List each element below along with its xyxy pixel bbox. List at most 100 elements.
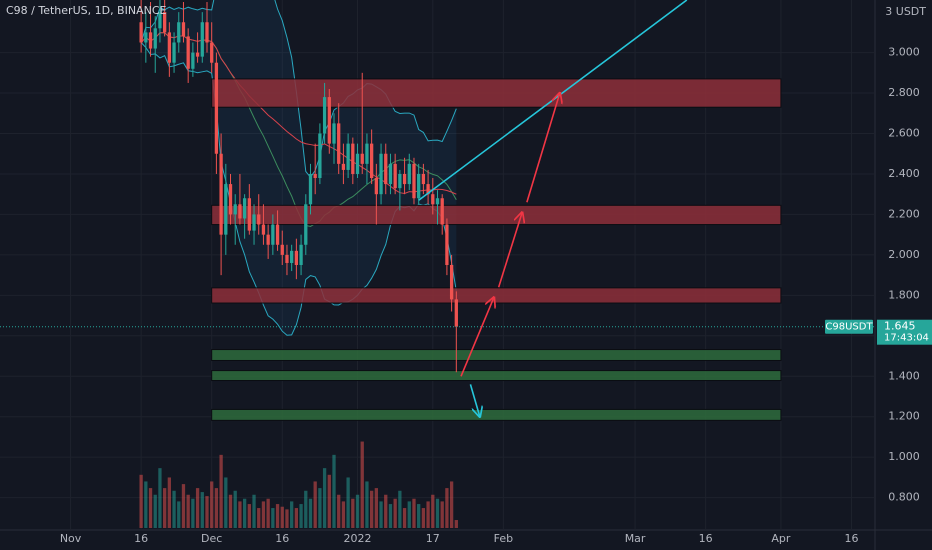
candle-body — [337, 123, 341, 164]
volume-bar — [214, 488, 219, 528]
x-tick-label: Nov — [60, 532, 82, 545]
volume-bar — [327, 474, 331, 528]
volume-bar — [257, 508, 261, 528]
y-tick-label: 3.000 — [888, 46, 920, 59]
volume-bar — [341, 501, 346, 528]
candles — [139, 0, 458, 373]
candle-body — [167, 32, 172, 63]
drawings — [0, 0, 875, 417]
y-tick-label: 2.400 — [888, 167, 920, 180]
volume-bar — [148, 488, 153, 528]
volume-bar — [402, 508, 407, 528]
arrow — [497, 212, 523, 288]
y-tick-label: 0.800 — [888, 491, 920, 504]
symbol-label: C98USDT — [825, 322, 873, 333]
volume-bar — [322, 468, 327, 528]
x-tick-label: Feb — [494, 532, 513, 545]
volume-bar — [332, 454, 336, 528]
x-tick-label: 2022 — [344, 532, 372, 545]
candle-body — [233, 204, 237, 215]
volume-bar — [369, 490, 374, 528]
zone — [211, 78, 782, 108]
candle-body — [445, 224, 449, 265]
volume-bar — [233, 490, 237, 528]
candle-body — [275, 224, 280, 245]
y-axis-label: 3 USDT — [885, 5, 926, 18]
candle-body — [290, 250, 294, 263]
candle-body — [294, 250, 299, 265]
volume-bar — [242, 498, 247, 528]
candle-body — [398, 173, 402, 189]
volume-bar — [398, 490, 402, 528]
y-tick-label: 2.000 — [888, 248, 920, 261]
candle-body — [346, 143, 350, 170]
candle-body — [355, 153, 360, 174]
x-tick-label: Dec — [201, 532, 222, 545]
volume-bar — [454, 520, 458, 528]
volume-bar — [355, 494, 360, 528]
volume-bar — [167, 477, 172, 528]
arrow — [469, 384, 479, 416]
candle-body — [139, 22, 143, 43]
candle-body — [379, 153, 383, 195]
x-tick-label: 16 — [134, 532, 148, 545]
volume-bar — [285, 509, 289, 528]
volume-bar — [181, 484, 186, 528]
candle-body — [351, 143, 355, 174]
volume-bar — [407, 501, 411, 528]
volume-bar — [313, 481, 317, 528]
volume-bar — [144, 481, 148, 528]
volume-bar — [186, 494, 190, 528]
x-tick-label: 16 — [699, 532, 713, 545]
volume-bar — [210, 481, 214, 528]
volume-bar — [445, 488, 449, 528]
volume-bar — [280, 506, 284, 528]
zone — [211, 287, 782, 304]
candle-body — [308, 173, 313, 205]
volume-bar — [435, 498, 440, 528]
volume-bar — [163, 488, 167, 528]
price-label: 1.645 — [884, 320, 916, 333]
candle-body — [224, 184, 228, 235]
candle-body — [186, 36, 190, 69]
volume-bar — [153, 494, 157, 528]
volume — [139, 441, 458, 528]
volume-bar — [219, 454, 223, 528]
y-tick-label: 1.400 — [888, 369, 920, 382]
zone — [211, 204, 782, 226]
symbol-badge — [825, 319, 873, 334]
volume-bar — [290, 501, 294, 528]
volume-bar — [172, 490, 176, 528]
candle-body — [163, 12, 167, 33]
candle-body — [421, 173, 426, 185]
moving-average — [140, 32, 457, 195]
candle-body — [271, 224, 275, 245]
candle-body — [412, 163, 416, 199]
candle-body — [158, 12, 162, 29]
volume-bar — [449, 481, 454, 528]
volume-bar — [426, 501, 430, 528]
candle-body — [365, 143, 369, 164]
zone — [211, 370, 782, 382]
zones — [211, 78, 782, 421]
candle-body — [341, 163, 346, 170]
chart-title: C98 / TetherUS, 1D, BINANCE — [6, 4, 167, 17]
candle-body — [374, 178, 378, 195]
candle-body — [299, 244, 303, 265]
volume-bar — [158, 468, 162, 528]
volume-bar — [252, 494, 256, 528]
candle-body — [153, 28, 157, 49]
x-tick-label: Mar — [625, 532, 646, 545]
x-tick-label: 17 — [426, 532, 440, 545]
candle-body — [417, 173, 421, 199]
band-upper — [140, 0, 457, 179]
volume-bar — [294, 508, 299, 528]
volume-bar — [337, 494, 341, 528]
candle-body — [210, 42, 214, 63]
volume-bar — [139, 474, 143, 528]
candle-body — [431, 194, 435, 205]
y-tick-label: 2.800 — [888, 86, 920, 99]
volume-bar — [304, 490, 308, 528]
y-tick-label: 2.600 — [888, 127, 920, 140]
